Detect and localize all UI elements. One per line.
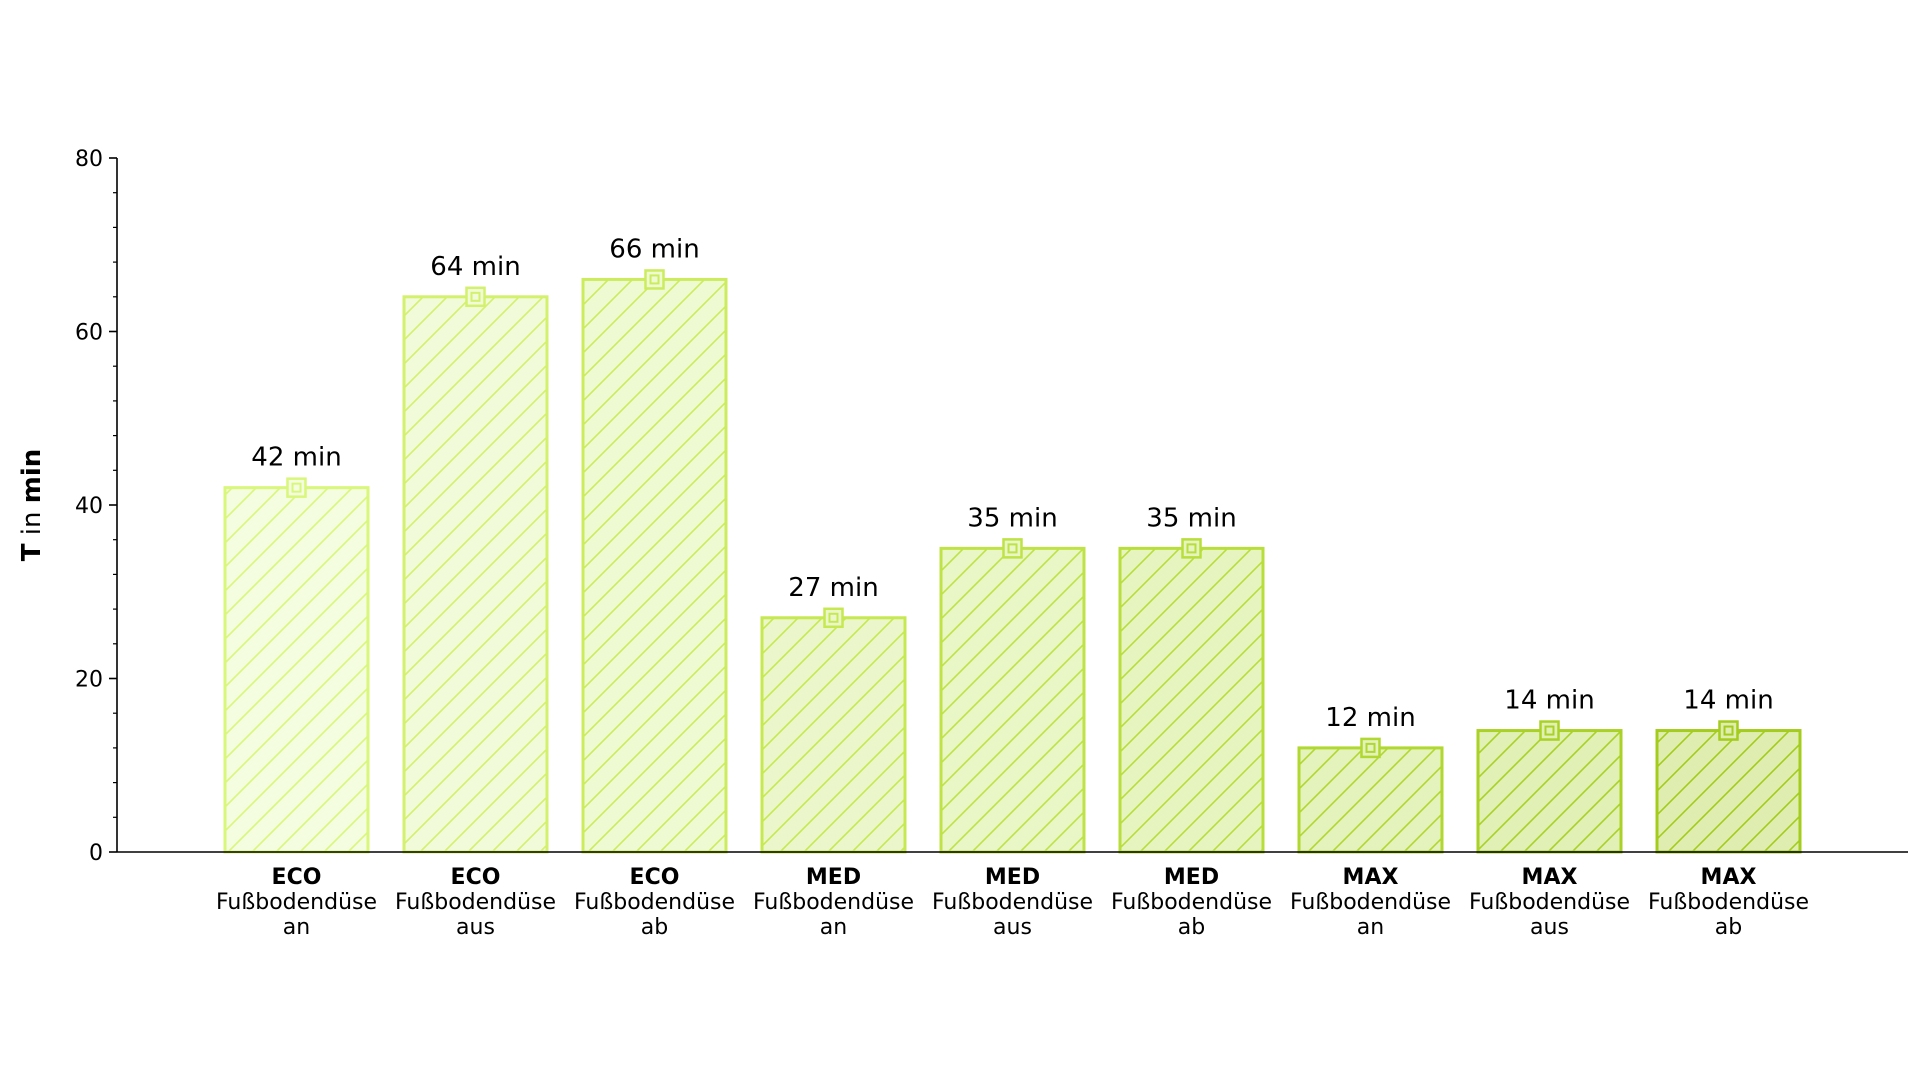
y-tick-label-20: 20	[75, 668, 103, 693]
bar-marker-2	[465, 286, 486, 308]
y-axis-unit: min	[17, 449, 47, 504]
bar-marker-9	[1718, 720, 1739, 741]
bar-4	[760, 616, 907, 854]
bar-marker-5	[1002, 538, 1023, 559]
x-tick-label-mode: ECO	[272, 865, 322, 890]
y-axis-symbol: T	[17, 543, 47, 561]
x-tick-label-line1: Fußbodendüse	[1290, 890, 1451, 915]
data-label-1: 42 min	[251, 443, 341, 473]
x-tick-label-line1: Fußbodendüse	[574, 890, 735, 915]
x-tick-label-mode: MAX	[1701, 865, 1757, 890]
axes-layer: 0 20 40 60 80	[75, 147, 1908, 866]
x-tick-label-line1: Fußbodendüse	[1111, 890, 1272, 915]
x-tick-label-mode: MED	[985, 865, 1040, 890]
x-tick-label-line2: an	[1357, 915, 1384, 940]
bars-layer	[223, 277, 1802, 854]
x-tick-label-mode: MAX	[1522, 865, 1578, 890]
y-axis-connector: in	[17, 503, 47, 543]
x-tick-label-mode: ECO	[630, 865, 680, 890]
bar-marker-3	[644, 269, 665, 290]
x-tick-label-line1: Fußbodendüse	[932, 890, 1093, 915]
data-label-8: 14 min	[1504, 686, 1594, 716]
bar-3	[581, 277, 728, 854]
bar-9	[1655, 729, 1802, 854]
data-label-6: 35 min	[1146, 503, 1236, 533]
data-label-7: 12 min	[1325, 703, 1415, 733]
bar-1	[223, 486, 370, 854]
y-tick-label-60: 60	[75, 321, 103, 346]
bar-marker-1	[286, 477, 307, 498]
x-tick-label-line2: ab	[1715, 915, 1742, 940]
x-tick-label-line2: ab	[641, 915, 668, 940]
x-tick-label-line2: ab	[1178, 915, 1205, 940]
bar-6	[1118, 546, 1265, 854]
x-tick-label-1: ECO Fußbodendüse an	[216, 865, 377, 940]
x-tick-label-line2: an	[283, 915, 310, 940]
x-tick-label-5: MED Fußbodendüse aus	[932, 865, 1093, 940]
data-label-9: 14 min	[1683, 686, 1773, 716]
y-axis-title-layer: T in min	[17, 449, 47, 562]
x-tick-label-6: MED Fußbodendüse ab	[1111, 865, 1272, 940]
bar-7	[1297, 746, 1444, 854]
x-tick-label-line2: aus	[993, 915, 1032, 940]
x-tick-label-line2: an	[820, 915, 847, 940]
x-tick-label-mode: MAX	[1343, 865, 1399, 890]
bar-marker-8	[1539, 720, 1560, 741]
x-tick-label-mode: MED	[1164, 865, 1219, 890]
y-tick-label-80: 80	[75, 147, 103, 172]
y-axis-title: T in min	[17, 449, 47, 562]
x-tick-label-8: MAX Fußbodendüse aus	[1469, 865, 1630, 940]
bar-marker-7	[1360, 737, 1381, 759]
bar-marker-6	[1181, 538, 1202, 559]
x-tick-label-line1: Fußbodendüse	[216, 890, 377, 915]
bar-marker-4	[823, 607, 844, 629]
bar-2	[402, 295, 549, 854]
markers-layer	[286, 269, 1739, 759]
x-tick-label-line2: aus	[456, 915, 495, 940]
x-tick-label-4: MED Fußbodendüse an	[753, 865, 914, 940]
x-tick-label-line2: aus	[1530, 915, 1569, 940]
bar-5	[939, 546, 1086, 854]
bar-8	[1476, 729, 1623, 854]
x-tick-label-line1: Fußbodendüse	[395, 890, 556, 915]
data-label-4: 27 min	[788, 573, 878, 603]
x-tick-label-mode: MED	[806, 865, 861, 890]
x-tick-label-line1: Fußbodendüse	[1469, 890, 1630, 915]
x-tick-label-3: ECO Fußbodendüse ab	[574, 865, 735, 940]
x-tick-label-line1: Fußbodendüse	[753, 890, 914, 915]
data-label-3: 66 min	[609, 234, 699, 264]
y-tick-label-40: 40	[75, 494, 103, 519]
y-tick-label-0: 0	[89, 841, 103, 866]
data-label-5: 35 min	[967, 503, 1057, 533]
data-label-2: 64 min	[430, 252, 520, 282]
x-tick-label-7: MAX Fußbodendüse an	[1290, 865, 1451, 940]
x-tick-label-2: ECO Fußbodendüse aus	[395, 865, 556, 940]
x-tick-label-mode: ECO	[451, 865, 501, 890]
x-tick-label-9: MAX Fußbodendüse ab	[1648, 865, 1809, 940]
data-labels-layer: 42 min 64 min 66 min 27 min 35 min 35 min 12 m…	[251, 234, 1773, 732]
x-tick-label-line1: Fußbodendüse	[1648, 890, 1809, 915]
